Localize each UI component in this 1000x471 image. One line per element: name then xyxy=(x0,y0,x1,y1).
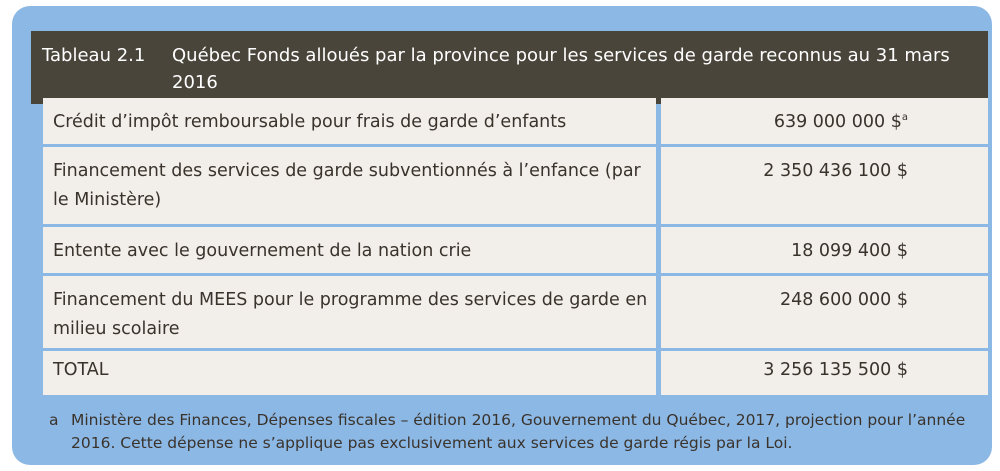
row-label: Financement des services de garde subven… xyxy=(43,147,656,224)
table-row: Financement des services de garde subven… xyxy=(43,147,988,224)
row-value: 639 000 000 $a xyxy=(661,98,988,144)
footnote-letter: a xyxy=(49,411,59,429)
footnote-marker: a xyxy=(901,112,908,124)
table-panel: Tableau 2.1 Québec Fonds alloués par la … xyxy=(12,6,992,465)
footnote-text: Ministère des Finances, Dépenses fiscale… xyxy=(71,411,966,452)
total-value: 3 256 135 500 $ xyxy=(661,351,988,395)
table-row: Financement du MEES pour le programme de… xyxy=(43,276,988,348)
table-title: Québec Fonds alloués par la province pou… xyxy=(172,45,950,93)
table-row: Entente avec le gouvernement de la natio… xyxy=(43,227,988,273)
row-value: 2 350 436 100 $ xyxy=(661,147,988,224)
row-label: Crédit d’impôt remboursable pour frais d… xyxy=(43,98,656,144)
table-number: Tableau 2.1 xyxy=(42,45,146,66)
table-total-row: TOTAL 3 256 135 500 $ xyxy=(43,351,988,395)
row-amount: 639 000 000 $ xyxy=(773,112,902,132)
row-label: Financement du MEES pour le programme de… xyxy=(43,276,656,348)
row-value: 18 099 400 $ xyxy=(661,227,988,273)
total-label: TOTAL xyxy=(43,351,656,395)
row-label: Entente avec le gouvernement de la natio… xyxy=(43,227,656,273)
table-title-bar: Tableau 2.1 Québec Fonds alloués par la … xyxy=(31,31,988,104)
row-value: 248 600 000 $ xyxy=(661,276,988,348)
table-row: Crédit d’impôt remboursable pour frais d… xyxy=(43,98,988,144)
